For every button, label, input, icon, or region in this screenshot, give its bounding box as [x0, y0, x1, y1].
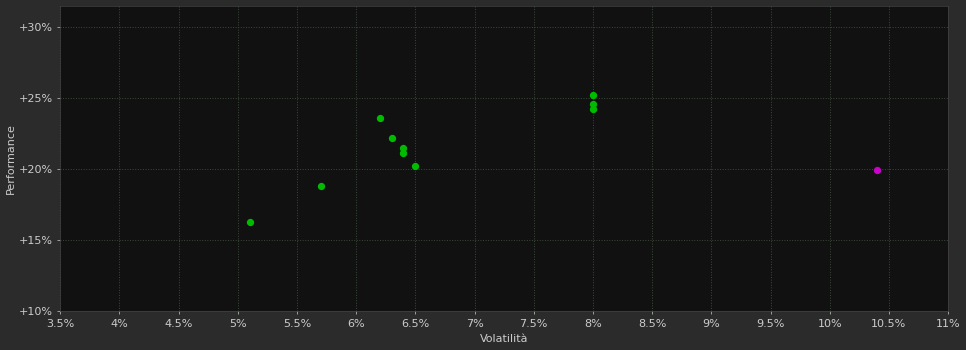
- Point: [869, 168, 885, 173]
- Point: [313, 183, 328, 189]
- Point: [242, 219, 257, 224]
- X-axis label: Volatilità: Volatilità: [480, 335, 528, 344]
- Point: [585, 106, 601, 112]
- Point: [396, 145, 412, 150]
- Point: [396, 150, 412, 156]
- Point: [372, 115, 387, 121]
- Point: [585, 101, 601, 106]
- Point: [585, 92, 601, 98]
- Y-axis label: Performance: Performance: [6, 123, 15, 194]
- Point: [408, 163, 423, 169]
- Point: [384, 135, 399, 141]
